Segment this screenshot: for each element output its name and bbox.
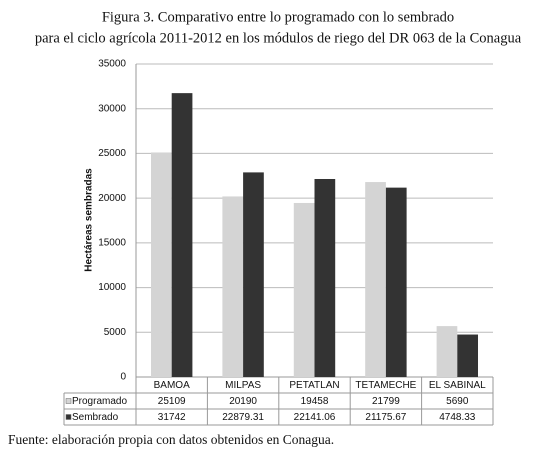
y-tick-label: 35000 (98, 59, 126, 70)
bar (457, 334, 479, 377)
table-value: 21175.67 (365, 412, 406, 423)
legend-label: Sembrado (72, 412, 119, 423)
bar (171, 93, 193, 377)
table-value: 31742 (158, 412, 186, 423)
bar (436, 326, 458, 377)
table-value: 25109 (158, 396, 186, 407)
bar (150, 152, 172, 377)
y-tick-label: 10000 (98, 282, 126, 293)
bar (293, 202, 315, 377)
x-tick-label: MILPAS (225, 380, 261, 391)
y-tick-label: 30000 (98, 103, 126, 114)
chart-title: Figura 3. Comparativo entre lo programad… (102, 9, 454, 25)
y-tick-label: 0 (120, 372, 126, 383)
x-tick-label: TETAMECHE (355, 380, 416, 391)
x-tick-label: PETATLAN (289, 380, 339, 391)
bar (385, 187, 407, 377)
source-note: Fuente: elaboración propia con datos obt… (8, 432, 334, 447)
table-value: 22879.31 (222, 412, 264, 423)
bar (222, 196, 244, 377)
y-tick-label: 20000 (98, 193, 126, 204)
legend-swatch (65, 414, 72, 420)
bar (365, 182, 386, 377)
y-tick-label: 15000 (98, 237, 126, 248)
table-value: 21799 (372, 396, 400, 407)
y-axis-label: Hectáreas sembradas (84, 168, 95, 272)
x-tick-label: BAMOA (154, 380, 190, 391)
bar (243, 172, 264, 377)
legend-swatch (65, 398, 72, 404)
chart-subtitle: para el ciclo agrícola 2011-2012 en los … (35, 30, 522, 46)
table-value: 4748.33 (439, 412, 476, 423)
table-value: 20190 (229, 396, 257, 407)
x-tick-label: EL SABINAL (429, 380, 486, 391)
legend-label: Programado (72, 396, 127, 407)
table-value: 22141.06 (294, 412, 336, 423)
y-tick-label: 5000 (104, 327, 127, 338)
bar (314, 178, 336, 377)
table-value: 19458 (301, 396, 329, 407)
table-value: 5690 (446, 396, 469, 407)
y-tick-label: 25000 (98, 148, 126, 159)
